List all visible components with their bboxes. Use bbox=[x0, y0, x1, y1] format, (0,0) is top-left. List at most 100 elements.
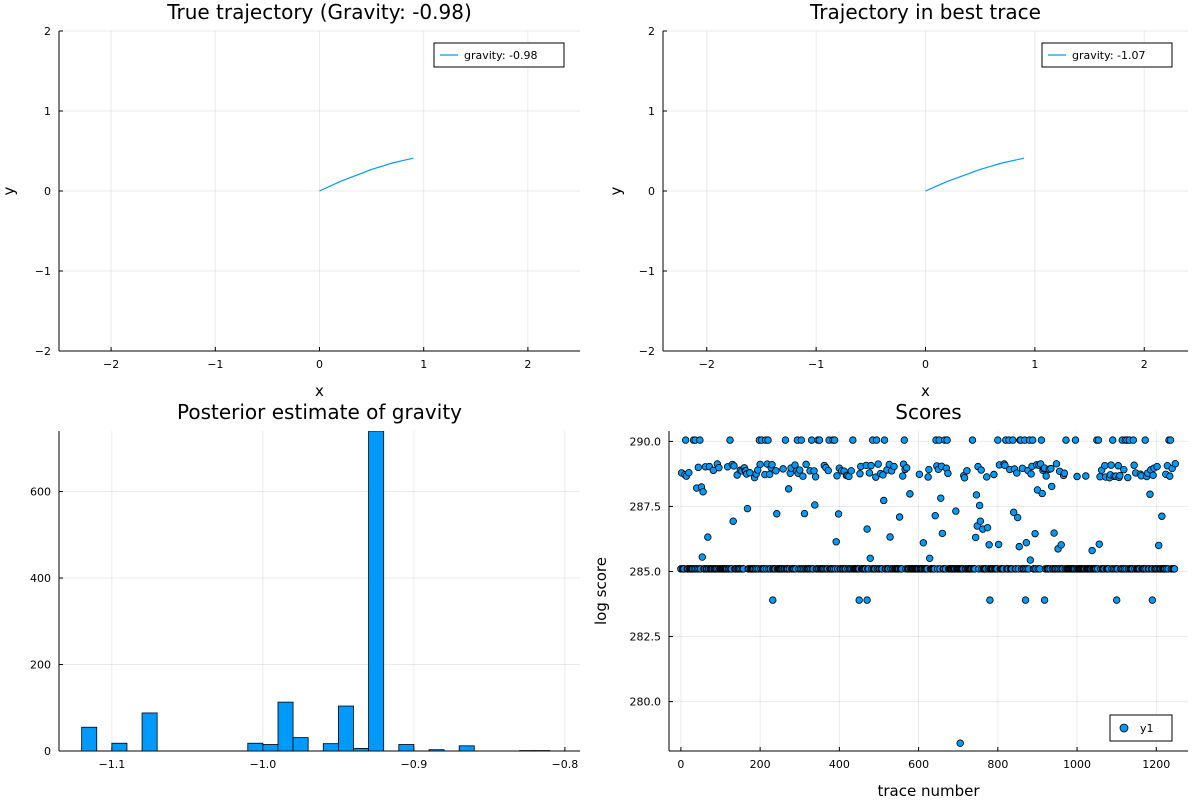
scatter-point bbox=[963, 467, 971, 475]
scatter-point bbox=[730, 462, 738, 470]
x-tick-label: 0 bbox=[677, 758, 684, 771]
scatter-point bbox=[1048, 482, 1056, 491]
x-tick-label: 2 bbox=[524, 358, 531, 371]
scatter-point bbox=[1042, 472, 1050, 480]
scatter-point bbox=[765, 470, 774, 479]
scatter-point bbox=[1082, 472, 1090, 480]
scatter-point bbox=[756, 460, 764, 469]
y-tick-label: 2 bbox=[44, 25, 51, 38]
scatter-point bbox=[976, 517, 985, 525]
scatter-point bbox=[925, 554, 934, 563]
scatter-point bbox=[1013, 513, 1022, 522]
scatter-point bbox=[1109, 436, 1117, 444]
plot-area bbox=[925, 157, 1025, 192]
scatter-point bbox=[994, 540, 1003, 549]
scatter-point bbox=[906, 490, 914, 498]
scatter-point bbox=[931, 511, 939, 520]
scatter-point bbox=[952, 507, 960, 515]
scatter-point bbox=[1101, 461, 1109, 470]
scatter-point bbox=[834, 510, 843, 518]
scatter-point bbox=[1050, 529, 1058, 537]
y-tick-label: 400 bbox=[30, 572, 51, 585]
scatter-point bbox=[784, 485, 793, 493]
chart-title: Posterior estimate of gravity bbox=[177, 400, 462, 424]
scatter-point bbox=[879, 471, 887, 479]
x-axis-label: x bbox=[921, 382, 930, 400]
scatter-point bbox=[1009, 436, 1017, 444]
scatter-point bbox=[1040, 596, 1049, 604]
scatter-point bbox=[1149, 471, 1157, 479]
scatter-point bbox=[685, 469, 693, 477]
y-tick-label: 290.0 bbox=[630, 435, 662, 448]
scatter-point bbox=[824, 466, 832, 475]
scatter-point bbox=[781, 436, 790, 444]
histogram-bar bbox=[247, 742, 264, 751]
y-tick-label: 0 bbox=[648, 185, 655, 198]
scatter-point bbox=[890, 462, 898, 471]
scatter-point bbox=[797, 436, 806, 444]
x-tick-label: 0 bbox=[316, 358, 323, 371]
histogram-bar bbox=[337, 705, 354, 751]
chart-title: True trajectory (Gravity: -0.98) bbox=[166, 0, 472, 24]
histogram-bar bbox=[262, 744, 279, 751]
histogram-bar bbox=[458, 745, 475, 751]
scatter-point bbox=[849, 436, 857, 444]
subplot-4: 0 200 400 600 800 1000 1200 280.0 282.5 285.0 287.… bbox=[592, 400, 1188, 800]
scatter-point bbox=[1094, 436, 1103, 444]
y-tick-label: 200 bbox=[30, 659, 51, 672]
scatter-point bbox=[944, 469, 952, 478]
scatter-point bbox=[994, 436, 1002, 444]
scatter-point bbox=[681, 436, 690, 444]
scatter-point bbox=[726, 436, 734, 444]
scatter-point bbox=[1171, 459, 1180, 468]
scatter-point bbox=[1047, 464, 1055, 473]
scatter-point bbox=[764, 436, 772, 444]
scatter-point bbox=[699, 488, 707, 496]
y-axis-label: y bbox=[607, 186, 625, 195]
scatter-point bbox=[833, 472, 841, 480]
scatter-point bbox=[773, 510, 781, 518]
scatter-point bbox=[938, 529, 947, 538]
scatter-point bbox=[704, 533, 712, 541]
chart-title: Trajectory in best trace bbox=[809, 0, 1041, 24]
scatter-point bbox=[855, 596, 863, 604]
x-tick-label: −2 bbox=[103, 358, 119, 371]
x-tick-label: −1.0 bbox=[250, 758, 277, 771]
scatter-point bbox=[1120, 466, 1128, 474]
scatter-point bbox=[960, 474, 969, 482]
scatter-point bbox=[1130, 461, 1138, 469]
scatter-point bbox=[968, 436, 977, 444]
scatter-point bbox=[811, 473, 820, 481]
scatter-point bbox=[986, 596, 994, 604]
scatter-point bbox=[1031, 529, 1039, 538]
series-line bbox=[319, 157, 414, 192]
scatter-point bbox=[895, 513, 904, 521]
x-tick-label: 1 bbox=[420, 358, 427, 371]
scatter-point bbox=[943, 436, 951, 444]
scatter-point bbox=[990, 470, 998, 479]
x-axis-label: trace number bbox=[877, 782, 980, 800]
scatter-point bbox=[698, 553, 706, 561]
scatter-point bbox=[1001, 461, 1009, 470]
plot-area bbox=[81, 431, 551, 751]
scatter-point bbox=[972, 491, 981, 499]
scatter-point bbox=[1088, 546, 1096, 555]
scatter-point bbox=[1114, 462, 1122, 470]
scatter-point bbox=[1026, 556, 1035, 564]
histogram-bar bbox=[353, 748, 369, 751]
scatter-point bbox=[925, 465, 933, 474]
x-tick-label: −2 bbox=[699, 358, 715, 371]
scatter-point bbox=[1116, 471, 1124, 480]
scatter-point bbox=[856, 470, 864, 478]
scatter-point bbox=[985, 541, 993, 549]
scatter-point bbox=[956, 739, 964, 747]
scatter-point bbox=[799, 472, 807, 480]
scatter-point bbox=[872, 436, 881, 444]
scatter-point bbox=[1052, 460, 1061, 468]
histogram-bar bbox=[368, 431, 385, 751]
scatter-point bbox=[924, 473, 932, 481]
scatter-point bbox=[1158, 512, 1166, 520]
scatter-point bbox=[1166, 436, 1175, 444]
scatter-point bbox=[1129, 436, 1138, 444]
